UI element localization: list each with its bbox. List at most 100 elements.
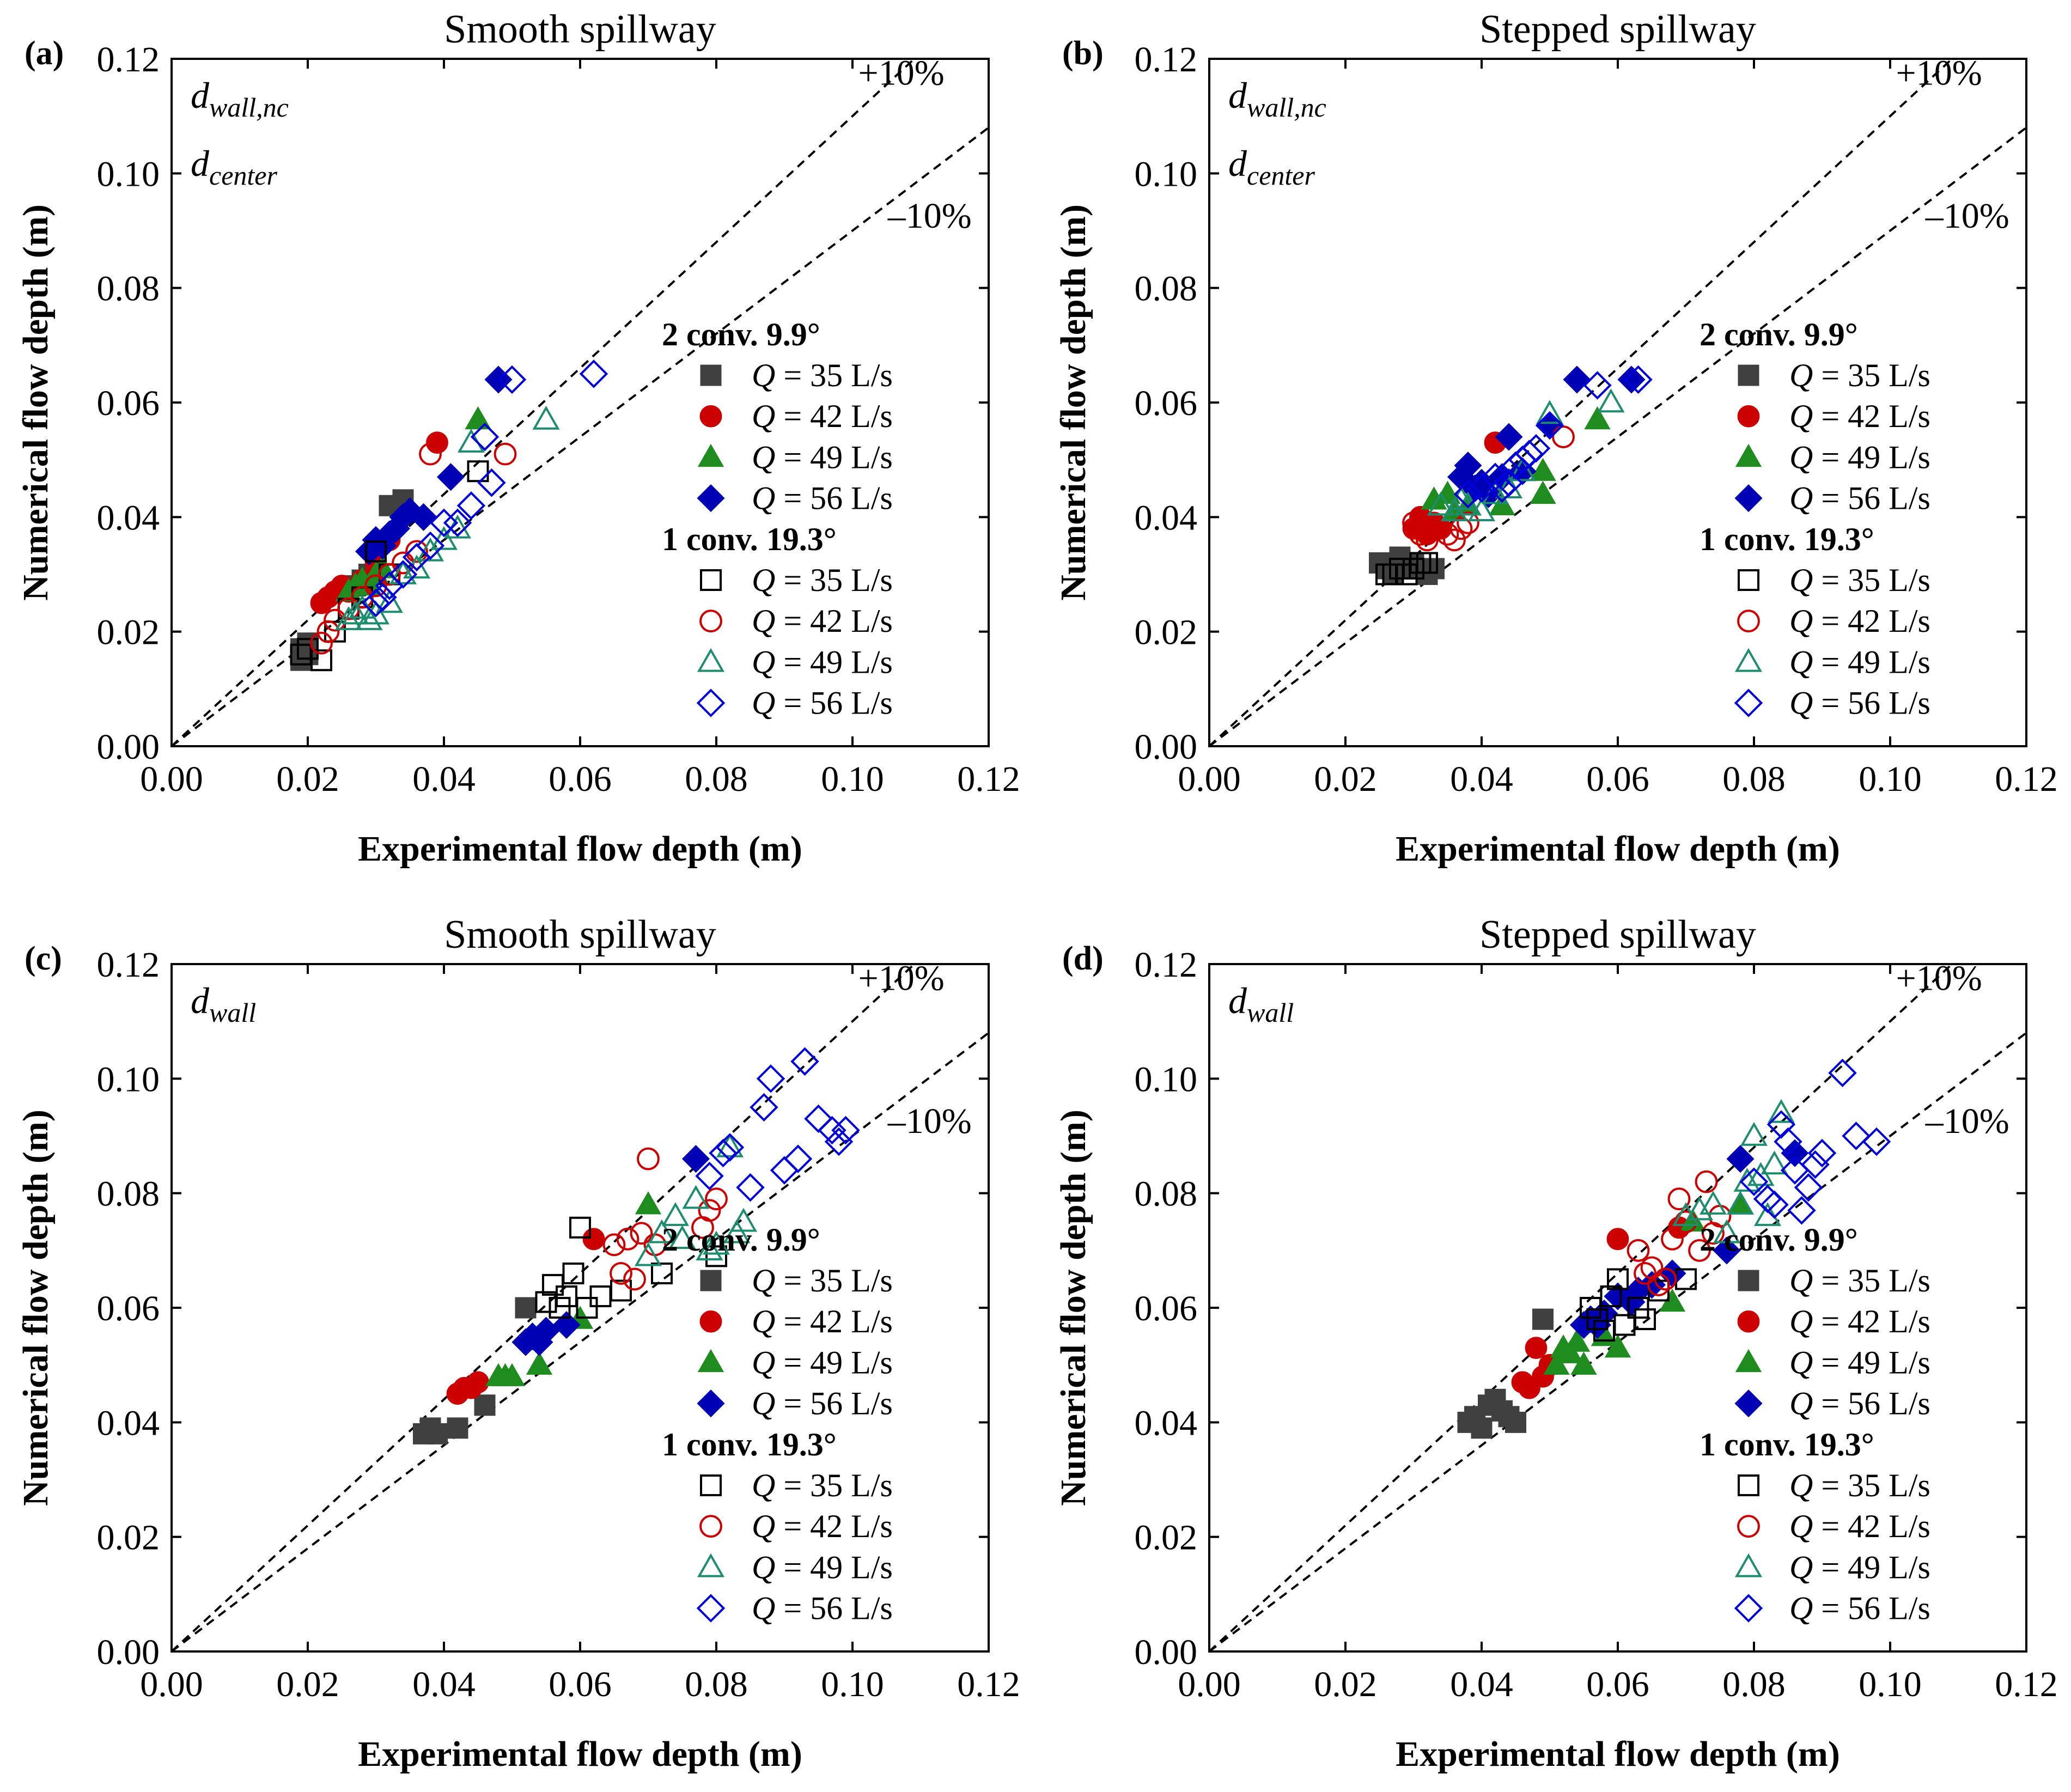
plus-10-line [1209, 59, 1954, 746]
legend-q-value: = 35 L/s [1813, 357, 1930, 393]
diamond-marker [1521, 434, 1551, 463]
diamond-marker [1494, 468, 1524, 497]
circle-marker [1737, 1310, 1760, 1333]
legend: 2 conv. 9.9°1 conv. 19.3°Q = 35 L/sQ = 4… [1700, 316, 1930, 721]
circle-marker [1409, 522, 1432, 546]
square-marker [1403, 557, 1424, 580]
diamond-marker [818, 1116, 846, 1145]
x-tick-label: 0.00 [1178, 759, 1241, 799]
diamond-marker [696, 688, 726, 717]
triangle-marker [1604, 1334, 1631, 1358]
variable-label: dwall,nc [191, 75, 289, 123]
circle-marker [1436, 522, 1459, 546]
legend-item: Q = 35 L/s [700, 1467, 893, 1503]
triangle-marker [697, 1553, 725, 1577]
variable-base: d [191, 75, 210, 116]
y-tick-label: 0.00 [1135, 727, 1198, 767]
legend-item: Q = 49 L/s [1734, 1549, 1930, 1585]
legend-q-value: = 42 L/s [1813, 603, 1930, 639]
legend-label: Q = 35 L/s [1789, 357, 1930, 393]
square-marker [700, 364, 722, 386]
legend-item: Q = 35 L/s [700, 1263, 893, 1299]
triangle-marker [1563, 1328, 1591, 1352]
triangle-marker [1761, 1150, 1788, 1175]
circle-marker [1416, 528, 1439, 552]
circle-marker [1606, 1228, 1629, 1251]
scatter-series [634, 1133, 758, 1266]
square-marker [1600, 1285, 1622, 1307]
x-tick-label: 0.06 [549, 1665, 612, 1704]
y-tick-label: 0.04 [1135, 1403, 1198, 1443]
legend-q-symbol: Q [752, 1590, 775, 1626]
legend-q-symbol: Q [752, 398, 775, 434]
legend-q-value: = 42 L/s [1813, 1508, 1930, 1544]
legend-group-open: 1 conv. 19.3° [662, 1427, 837, 1462]
x-axis-label: Experimental flow depth (m) [358, 1734, 802, 1774]
legend-group-open: 1 conv. 19.3° [662, 521, 837, 557]
diamond-marker [1734, 688, 1763, 717]
legend-q-value: = 49 L/s [775, 439, 893, 475]
circle-marker [602, 1233, 626, 1257]
legend-item: Q = 56 L/s [696, 685, 893, 721]
x-tick-label: 0.02 [276, 759, 339, 799]
legend-item: Q = 35 L/s [1738, 1263, 1930, 1299]
circle-marker [1654, 1267, 1677, 1291]
legend-q-symbol: Q [1789, 480, 1813, 516]
scatter-series [361, 359, 608, 618]
legend-q-value: = 56 L/s [1813, 1590, 1930, 1626]
circle-marker [316, 620, 340, 643]
triangle-marker [362, 600, 390, 625]
x-tick-label: 0.00 [1178, 1665, 1241, 1704]
legend-q-symbol: Q [752, 644, 775, 680]
legend-item: Q = 56 L/s [1734, 480, 1930, 516]
legend-item: Q = 49 L/s [697, 1344, 893, 1380]
y-tick-label: 0.02 [1135, 613, 1198, 653]
legend-item: Q = 42 L/s [699, 603, 893, 639]
circle-marker [378, 563, 401, 586]
x-tick-label: 0.12 [1995, 1665, 2058, 1704]
square-marker [427, 1423, 448, 1444]
square-marker [700, 569, 722, 591]
diamond-marker [1454, 452, 1482, 480]
triangle-marker [1557, 1340, 1583, 1363]
legend-label: Q = 56 L/s [1789, 480, 1930, 516]
diamond-marker [1842, 1121, 1871, 1150]
legend-label: Q = 42 L/s [752, 1508, 893, 1544]
variable-subscript: center [209, 160, 277, 191]
circle-marker [1661, 1227, 1684, 1251]
diamond-marker [552, 1311, 581, 1339]
diamond-marker [1563, 365, 1591, 394]
y-tick-label: 0.10 [97, 1059, 160, 1099]
circle-marker [630, 1222, 653, 1245]
circle-marker [1737, 609, 1760, 633]
plus-10-line [172, 59, 916, 746]
triangle-marker [1734, 1553, 1763, 1577]
legend-item: Q = 49 L/s [697, 1549, 893, 1585]
plus-10-label: +10% [1896, 53, 1982, 93]
diamond-marker [697, 1389, 725, 1418]
triangle-marker [1536, 400, 1564, 424]
triangle-marker [375, 589, 404, 613]
square-marker [700, 1474, 722, 1496]
diamond-marker [1787, 1196, 1816, 1225]
triangle-marker [457, 428, 485, 453]
circle-marker [1634, 1262, 1656, 1285]
legend-q-value: = 35 L/s [1813, 1263, 1930, 1299]
circle-marker [494, 442, 517, 466]
diamond-marker [1862, 1127, 1891, 1156]
triangle-marker [1454, 491, 1482, 516]
legend-q-symbol: Q [1789, 562, 1813, 598]
x-tick-label: 0.02 [1314, 1665, 1377, 1704]
circle-marker [426, 431, 448, 454]
triangle-marker [634, 1242, 662, 1266]
circle-marker [467, 1371, 489, 1394]
square-marker [447, 1417, 468, 1439]
panel-label: (a) [25, 35, 64, 72]
diamond-marker [388, 560, 418, 589]
scatter-series [1457, 1308, 1554, 1439]
x-tick-label: 0.04 [412, 759, 476, 799]
legend-q-symbol: Q [1789, 1303, 1813, 1339]
reference-lines [1209, 59, 2026, 746]
reference-lines [172, 59, 989, 746]
diamond-marker [1807, 1138, 1837, 1168]
